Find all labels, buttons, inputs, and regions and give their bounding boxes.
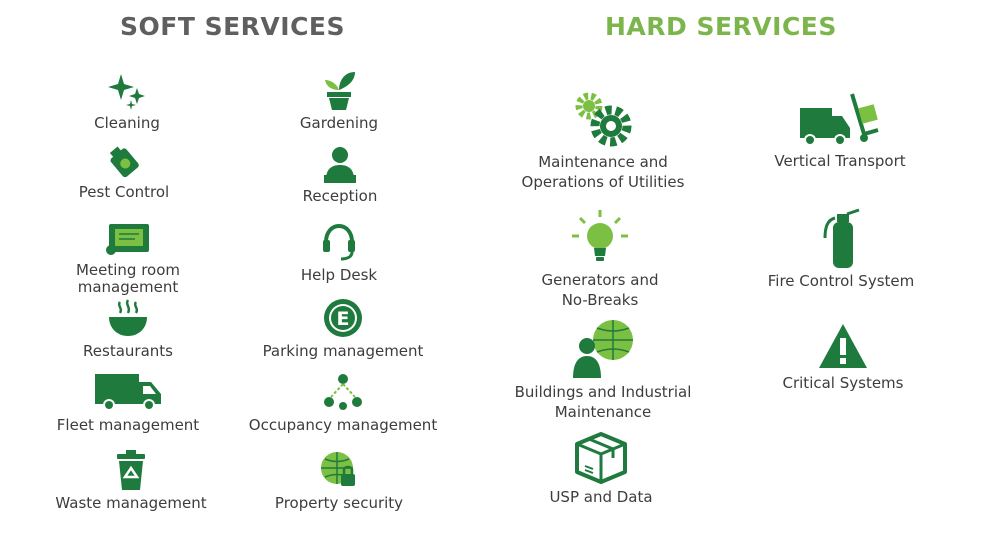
service-usp-data: USP and Data: [501, 430, 701, 506]
svg-text:E: E: [337, 308, 350, 330]
service-buildings: Buildings and Industrial Maintenance: [503, 318, 703, 422]
person-globe-icon: [573, 320, 633, 378]
service-label: Waste management: [55, 494, 207, 512]
service-parking: E Parking management: [243, 298, 443, 360]
service-label: Fleet management: [56, 416, 200, 434]
service-critical-systems: Critical Systems: [743, 322, 943, 392]
service-occupancy: Occupancy management: [243, 372, 443, 434]
service-pest-control: Pest Control: [24, 145, 224, 201]
service-fire-control: Fire Control System: [741, 208, 941, 290]
truck-hand-cart-icon: [800, 93, 879, 146]
service-label: Critical Systems: [782, 374, 904, 392]
service-label: Meeting room management: [75, 261, 181, 296]
service-fleet: Fleet management: [28, 370, 228, 434]
warning-triangle-icon: [819, 324, 867, 368]
lightbulb-icon: [572, 210, 628, 261]
service-label: Restaurants: [83, 342, 173, 360]
service-label: Vertical Transport: [774, 152, 906, 170]
service-label: Fire Control System: [767, 272, 915, 290]
service-generators: Generators and No-Breaks: [500, 210, 700, 310]
sparkles-icon: [108, 74, 145, 110]
service-utilities: Maintenance and Operations of Utilities: [503, 88, 703, 192]
service-label: Pest Control: [78, 183, 170, 201]
service-label: USP and Data: [549, 488, 653, 506]
service-gardening: Gardening: [239, 68, 439, 132]
service-label: Help Desk: [300, 266, 378, 284]
service-cleaning: Cleaning: [27, 70, 227, 132]
service-label: Gardening: [299, 114, 379, 132]
service-label: Occupancy management: [248, 416, 438, 434]
headset-icon: [323, 223, 355, 261]
service-property-security: Property security: [239, 450, 439, 512]
recycle-bin-icon: [117, 450, 145, 490]
service-waste: Waste management: [31, 450, 231, 512]
service-reception: Reception: [240, 145, 440, 205]
fire-extinguisher-icon: [823, 208, 860, 268]
hard-services-heading: HARD SERVICES: [605, 12, 837, 41]
service-label: Reception: [302, 187, 378, 205]
soft-services-heading: SOFT SERVICES: [120, 12, 346, 41]
spray-icon: [109, 146, 139, 178]
service-label: Generators and No-Breaks: [541, 271, 659, 309]
service-restaurants: Restaurants: [28, 298, 228, 360]
potted-plant-icon: [325, 72, 355, 110]
people-network-icon: [324, 374, 362, 410]
service-vertical-transport: Vertical Transport: [740, 88, 940, 170]
globe-lock-icon: [321, 452, 355, 486]
service-label: Property security: [274, 494, 404, 512]
parking-sign-icon: E: [324, 299, 362, 337]
van-icon: [95, 374, 161, 411]
service-meeting-room: Meeting room management: [28, 222, 228, 296]
gears-icon: [575, 92, 632, 147]
food-bowl-icon: [109, 299, 147, 336]
receptionist-icon: [324, 147, 356, 183]
box-icon: [575, 432, 627, 484]
service-label: Cleaning: [94, 114, 160, 132]
service-help-desk: Help Desk: [239, 222, 439, 284]
service-label: Parking management: [262, 342, 424, 360]
service-label: Buildings and Industrial Maintenance: [514, 383, 692, 421]
presentation-board-icon: [106, 224, 149, 255]
service-label: Maintenance and Operations of Utilities: [521, 153, 685, 191]
